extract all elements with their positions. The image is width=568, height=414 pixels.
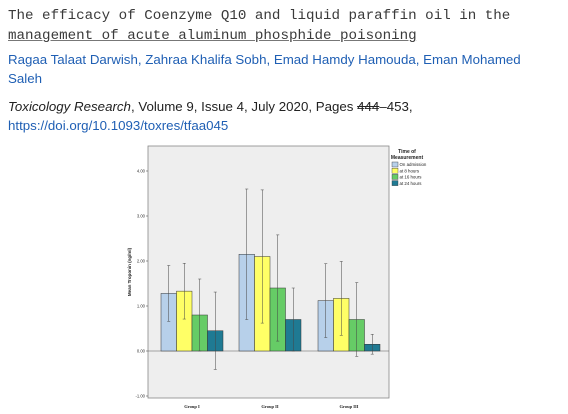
error-bar <box>339 261 343 336</box>
error-bar <box>245 188 249 320</box>
journal-name: Toxicology Research <box>8 99 131 114</box>
error-bar <box>260 189 264 324</box>
authors-line-2[interactable]: Saleh <box>8 71 43 86</box>
legend-swatch <box>391 161 399 168</box>
y-tick-label: 0.00 <box>137 349 146 354</box>
legend-swatch <box>391 167 399 174</box>
article-title[interactable]: The efficacy of Coenzyme Q10 and liquid … <box>8 6 560 46</box>
error-bar <box>213 291 217 370</box>
error-bars-layer <box>167 188 374 370</box>
error-bar <box>355 282 359 357</box>
y-tick-label: 4.00 <box>137 169 146 174</box>
error-bar <box>291 287 295 352</box>
doi-link[interactable]: https://doi.org/10.1093/toxres/tfaa045 <box>8 118 229 133</box>
legend-item-label: On admission <box>400 162 427 167</box>
error-bar <box>167 265 171 322</box>
legend-title-line-2: Measurement <box>391 155 424 161</box>
legend-item-label: at 24 hours <box>400 181 423 186</box>
citation: Toxicology Research, Volume 9, Issue 4, … <box>8 99 413 133</box>
legend-swatch <box>391 174 399 180</box>
error-bar <box>198 278 202 352</box>
x-category-label: Group II <box>261 404 279 409</box>
legend-title-line-1: Time of <box>398 149 416 155</box>
x-category-label: Group I <box>184 404 200 409</box>
y-axis-label: Mean Troponin (ng/ml) <box>127 247 132 296</box>
volume-issue: , Volume 9, Issue 4, July 2020, Pages <box>130 99 358 114</box>
y-tick-label: 3.00 <box>137 214 146 219</box>
x-axis-labels: Group I Group II Group III <box>184 404 359 409</box>
legend-swatch <box>391 180 399 186</box>
legend-item-label: at 16 hours <box>400 175 423 180</box>
x-category-label: Group III <box>339 404 358 409</box>
y-tick-label: 2.00 <box>137 259 146 264</box>
authors-line-1[interactable]: Ragaa Talaat Darwish, Zahraa Khalifa Sob… <box>8 52 521 67</box>
y-tick-label: -1.00 <box>135 394 145 399</box>
error-bar <box>324 263 328 338</box>
error-bar <box>276 234 280 342</box>
y-axis: -1.00 0.00 1.00 2.00 3.00 4.00 <box>135 169 148 399</box>
error-bar <box>370 334 374 355</box>
pages-start: 444 <box>357 99 380 114</box>
author-list[interactable]: Ragaa Talaat Darwish, Zahraa Khalifa Sob… <box>8 50 564 88</box>
legend-item-label: at 8 hours <box>400 168 420 173</box>
y-tick-label: 1.00 <box>137 304 146 309</box>
error-bar <box>182 263 186 320</box>
title-line-1: The efficacy of Coenzyme Q10 and liquid … <box>8 8 511 24</box>
title-line-2[interactable]: management of acute aluminum phosphide p… <box>8 28 417 44</box>
pages-end: 453, <box>386 99 413 114</box>
